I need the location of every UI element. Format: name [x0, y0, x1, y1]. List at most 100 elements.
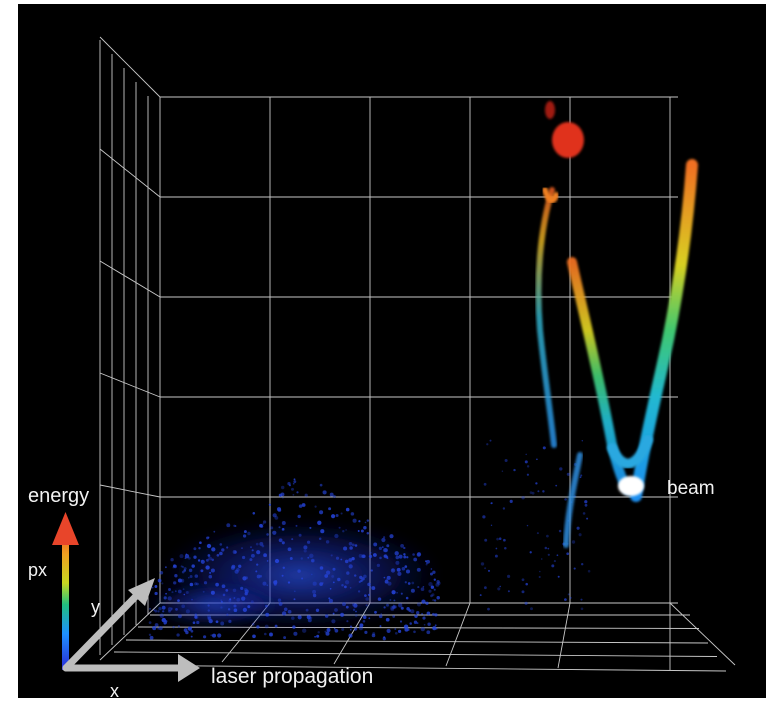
particle-dot: [395, 551, 399, 555]
particle-dot: [481, 562, 484, 565]
particle-dot: [434, 613, 437, 616]
particle-dot: [185, 554, 189, 558]
particle-dot: [319, 582, 323, 586]
particle-dot: [200, 569, 203, 572]
particle-dot: [366, 604, 368, 606]
particle-dot: [545, 547, 548, 550]
particle-dot: [263, 520, 266, 523]
particle-dot: [307, 557, 309, 559]
particle-dot: [183, 588, 185, 590]
particle-dot: [211, 547, 215, 551]
particle-dot: [346, 620, 348, 622]
particle-dot: [217, 633, 221, 637]
particle-dot: [354, 574, 356, 576]
particle-dot: [426, 563, 428, 565]
particle-dot: [413, 558, 417, 562]
particle-dot: [508, 590, 510, 592]
particle-dot: [236, 598, 240, 602]
particle-dot: [244, 530, 247, 533]
particle-dot: [259, 542, 263, 546]
particle-dot: [340, 559, 342, 561]
particle-dot: [334, 534, 338, 538]
particle-dot: [389, 599, 391, 601]
particle-dot: [189, 569, 192, 572]
particle-dot: [411, 582, 414, 585]
side-wall-horizontal-4: [100, 485, 160, 497]
particle-dot: [496, 548, 498, 550]
particle-dot: [430, 595, 433, 598]
particle-dot: [297, 569, 300, 572]
particle-dot: [395, 561, 399, 565]
particle-dot: [406, 597, 408, 599]
particle-dot: [580, 476, 582, 478]
particle-dot: [317, 521, 321, 525]
particle-dot: [525, 602, 528, 605]
particle-dot: [282, 528, 285, 531]
particle-dot: [570, 597, 572, 599]
particle-dot: [572, 540, 575, 543]
particle-dot: [181, 604, 185, 608]
particle-dot: [399, 555, 403, 559]
particle-dot: [223, 594, 226, 597]
particle-dot: [349, 564, 353, 568]
particle-dot: [160, 571, 164, 575]
particle-dot: [231, 566, 235, 570]
particle-dot: [331, 514, 335, 518]
particle-dot: [346, 508, 350, 512]
particle-dot: [293, 494, 295, 496]
particle-dot: [241, 547, 243, 549]
particle-dot: [279, 602, 283, 606]
particle-dot: [380, 613, 382, 615]
particle-dot: [211, 559, 214, 562]
particle-dot: [288, 581, 290, 583]
particle-dot: [207, 604, 209, 606]
particle-dot: [210, 634, 212, 636]
particle-dot: [397, 568, 401, 572]
particle-dot: [199, 541, 202, 544]
particle-dot: [348, 634, 352, 638]
particle-dot: [343, 546, 347, 550]
particle-dot: [217, 554, 220, 557]
particle-dot: [264, 633, 267, 636]
floor-horizontal-1: [138, 627, 699, 629]
particle-dot: [435, 624, 437, 626]
particle-dot: [386, 604, 389, 607]
particle-dot: [400, 544, 404, 548]
particle-dot: [178, 625, 180, 627]
particle-dot: [234, 608, 238, 612]
particle-dot: [252, 549, 254, 551]
particle-dot: [211, 591, 215, 595]
particle-dot: [407, 628, 410, 631]
particle-dot: [288, 547, 292, 551]
particle-dot: [251, 600, 254, 603]
particle-dot: [404, 625, 408, 629]
particle-dot: [266, 533, 269, 536]
particle-dot: [281, 486, 284, 489]
particle-dot: [424, 614, 426, 616]
particle-dot: [363, 616, 367, 620]
particle-dot: [178, 590, 182, 594]
particle-dot: [155, 623, 159, 627]
particle-dot: [323, 490, 327, 494]
particle-dot: [162, 606, 166, 610]
particle-dot: [542, 490, 544, 492]
particle-dot: [541, 558, 543, 560]
particle-dot: [503, 507, 505, 509]
particle-dot: [368, 594, 370, 596]
particle-dot: [216, 620, 219, 623]
particle-dot: [190, 575, 193, 578]
particle-dot: [414, 621, 417, 624]
particle-dot: [195, 615, 199, 619]
particle-dot: [349, 542, 353, 546]
particle-dot: [174, 574, 177, 577]
particle-dot: [393, 599, 395, 601]
particle-dot: [567, 473, 570, 476]
particle-dot: [207, 615, 211, 619]
particle-dot: [421, 587, 425, 591]
particle-dot: [383, 536, 385, 538]
particle-dot: [301, 557, 303, 559]
particle-dot: [345, 529, 347, 531]
particle-dot: [391, 568, 395, 572]
particle-dot: [527, 474, 529, 476]
particle-dot: [171, 608, 173, 610]
